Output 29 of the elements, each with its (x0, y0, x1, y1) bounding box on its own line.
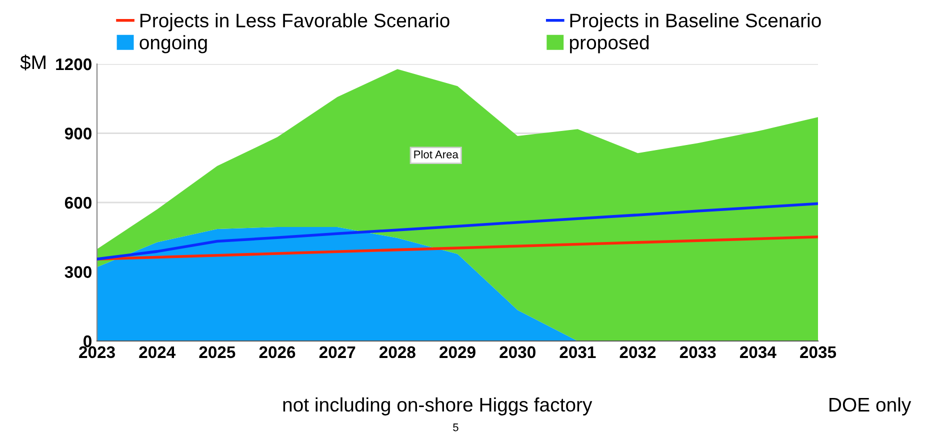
x-tick-label: 2033 (680, 346, 716, 358)
x-tick-label: 2025 (199, 346, 236, 358)
x-tick-label: 2035 (800, 346, 836, 358)
x-tick-label: 2031 (560, 346, 596, 358)
x-tick-label: 2027 (319, 346, 356, 358)
text: not including on-shore Higgs factory (283, 397, 592, 416)
annotation: Plot Area (414, 150, 458, 158)
legend-label: Projects in Baseline Scenario (570, 13, 821, 32)
x-tick-label: 2024 (139, 346, 176, 358)
legend-label: proposed (570, 35, 649, 54)
x-tick-label: 2034 (740, 346, 776, 358)
x-tick-label: 2030 (500, 346, 536, 358)
text: 5 (453, 423, 458, 432)
x-tick-label: 2028 (379, 346, 416, 358)
legend-label: Projects in Less Favorable Scenario (140, 13, 450, 32)
legend-label: ongoing (140, 35, 207, 54)
y-tick-label: 0 (84, 335, 92, 348)
text: DOE only (830, 397, 912, 416)
y-tick-label: 900 (64, 128, 92, 140)
y-axis-title: $M (20, 54, 46, 70)
y-tick-label: 300 (64, 266, 92, 278)
line-series (97, 236, 818, 260)
y-tick-label: 1200 (56, 58, 92, 70)
x-tick-label: 2029 (440, 346, 476, 358)
y-tick-label: 600 (64, 196, 92, 209)
x-tick-label: 2032 (620, 346, 656, 358)
x-tick-label: 2023 (79, 346, 115, 358)
x-tick-label: 2026 (259, 346, 296, 358)
line-series (97, 202, 818, 260)
